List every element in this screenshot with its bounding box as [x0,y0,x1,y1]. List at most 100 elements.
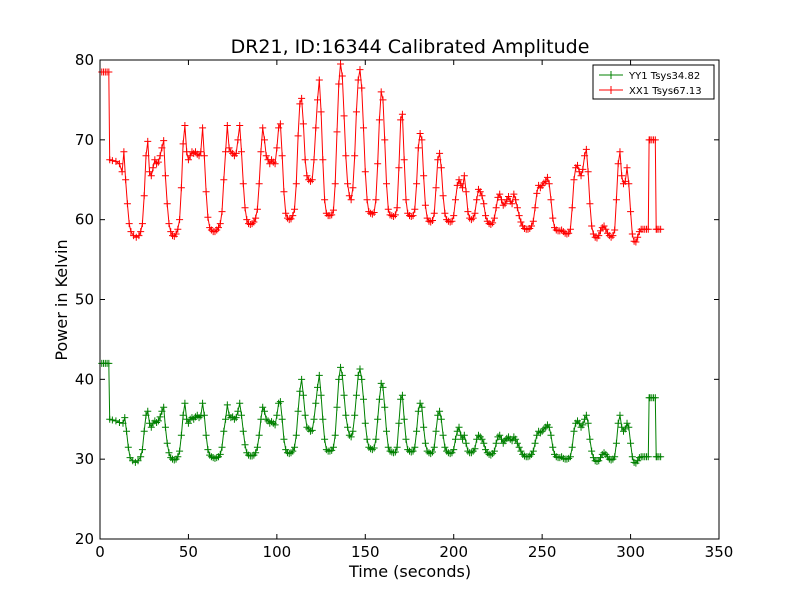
data-point-marker [616,411,624,419]
data-point-marker [147,172,155,180]
data-point-marker [206,451,214,459]
data-point-marker [268,418,276,426]
data-point-marker [237,411,245,419]
data-point-marker [354,76,362,84]
data-point-marker [455,423,463,431]
data-point-marker [607,456,615,464]
data-point-marker [259,124,267,132]
data-point-marker [156,413,164,421]
data-point-marker [434,156,442,164]
data-point-marker [167,454,175,462]
data-point-marker [345,192,353,200]
data-point-marker [252,214,260,222]
data-point-marker [154,417,162,425]
data-point-marker [513,439,521,447]
data-point-marker [163,439,171,447]
data-point-marker [149,164,157,172]
data-point-marker [505,193,513,201]
data-point-marker [420,172,428,180]
data-point-marker [446,218,454,226]
data-point-marker [179,411,187,419]
data-point-marker [566,225,574,233]
data-point-marker [476,188,484,196]
data-point-marker [549,214,557,222]
data-point-marker [467,449,475,457]
data-point-marker [356,365,364,373]
data-point-marker [156,152,164,160]
data-point-marker [589,454,597,462]
data-point-marker [363,196,371,204]
data-point-marker [236,121,244,129]
data-point-marker [271,160,279,168]
data-point-marker [138,220,146,228]
data-point-marker [232,414,240,422]
data-point-marker [439,192,447,200]
data-point-marker [289,447,297,455]
data-point-marker [391,448,399,456]
data-point-marker [223,121,231,129]
data-point-marker [239,180,247,188]
data-point-marker [241,441,249,449]
data-point-marker [169,232,177,240]
data-point-marker [337,60,345,68]
data-point-marker [108,416,116,424]
data-point-marker [158,407,166,415]
y-tick-label: 80 [75,51,94,69]
data-point-marker [540,425,548,433]
data-point-marker [333,128,341,136]
data-point-marker [137,228,145,236]
data-point-marker [400,156,408,164]
data-point-marker [421,439,429,447]
data-point-marker [455,176,463,184]
data-point-marker [524,453,532,461]
data-point-marker [237,148,245,156]
data-point-marker [236,399,244,407]
data-point-marker [260,407,268,415]
x-tick-label: 50 [179,543,198,561]
data-point-marker [308,426,316,434]
data-point-marker [542,177,550,185]
data-point-marker [326,447,334,455]
data-point-marker [492,204,500,212]
data-point-marker [299,391,307,399]
data-point-marker [621,177,629,185]
data-point-marker [253,443,261,451]
data-point-marker [634,457,642,465]
data-point-marker [326,212,334,220]
data-point-marker [582,145,590,153]
data-point-marker [276,120,284,128]
data-point-marker [519,450,527,458]
x-tick-label: 150 [351,543,380,561]
data-point-marker [199,399,207,407]
data-point-marker [301,411,309,419]
data-point-marker [234,407,242,415]
data-point-marker [496,431,504,439]
data-point-marker [165,220,173,228]
data-point-marker [597,227,605,235]
data-point-marker [351,411,359,419]
data-point-marker [299,120,307,128]
data-point-marker [333,403,341,411]
data-point-marker [474,431,482,439]
data-point-marker [370,444,378,452]
x-tick-label: 100 [263,543,292,561]
data-point-marker [428,216,436,224]
data-point-marker [577,172,585,180]
x-axis: 0 50 100 150 200 250 300 350 [95,60,733,561]
data-point-marker [271,421,279,429]
data-point-marker [625,180,633,188]
data-point-marker [218,208,226,216]
data-point-marker [400,415,408,423]
data-point-marker [137,453,145,461]
data-point-marker [441,443,449,451]
data-point-marker [457,180,465,188]
data-point-marker [296,387,304,395]
data-point-marker [291,205,299,213]
data-point-marker [105,359,113,367]
data-point-marker [459,184,467,192]
data-point-marker [214,224,222,232]
data-point-marker [283,214,291,222]
data-point-marker [112,417,120,425]
data-point-marker [536,429,544,437]
